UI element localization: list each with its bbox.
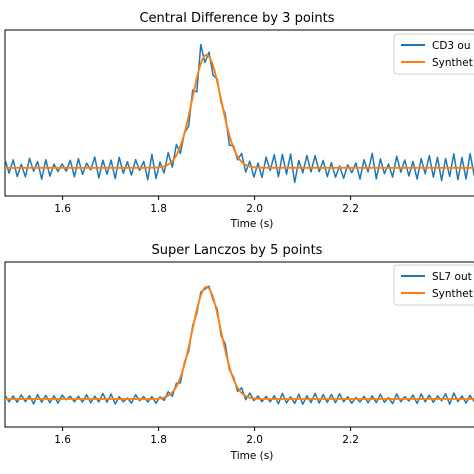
chart-title: Central Difference by 3 points <box>139 11 334 26</box>
x-tick-label: 2.2 <box>342 434 359 446</box>
series-lines <box>4 43 474 184</box>
plot-area-frame <box>4 29 474 197</box>
x-axis-ticks: 1.6 1.8 2.0 2.2 <box>54 196 359 215</box>
legend-label-measured: SL7 out <box>432 271 472 283</box>
series-line-synthetic <box>5 285 474 400</box>
x-axis-label: Time (s) <box>230 218 274 230</box>
legend-label-synthetic: Synthet <box>432 57 473 69</box>
plot-area-frame <box>4 261 474 428</box>
x-tick-label: 1.6 <box>54 203 71 215</box>
x-axis-label: Time (s) <box>230 450 274 462</box>
x-tick-label: 1.6 <box>54 434 71 446</box>
series-line-synthetic <box>5 53 474 169</box>
legend-label-measured: CD3 ou <box>432 40 471 52</box>
x-axis-ticks: 1.6 1.8 2.0 2.2 <box>54 427 359 446</box>
x-tick-label: 2.0 <box>246 203 263 215</box>
legend: CD3 ou Synthet <box>393 33 474 75</box>
x-tick-label: 2.2 <box>342 203 359 215</box>
series-lines <box>4 285 474 405</box>
legend-label-synthetic: Synthet <box>432 288 473 300</box>
x-tick-label: 2.0 <box>246 434 263 446</box>
chart-title: Super Lanczos by 5 points <box>152 243 323 258</box>
legend: SL7 out Synthet <box>393 264 474 306</box>
panel-central-difference: Central Difference by 3 points 1.6 1.8 2.0… <box>4 11 474 230</box>
panel-super-lanczos: Super Lanczos by 5 points 1.6 1.8 2.0 2.2 T… <box>4 243 474 462</box>
x-tick-label: 1.8 <box>150 434 167 446</box>
x-tick-label: 1.8 <box>150 203 167 215</box>
